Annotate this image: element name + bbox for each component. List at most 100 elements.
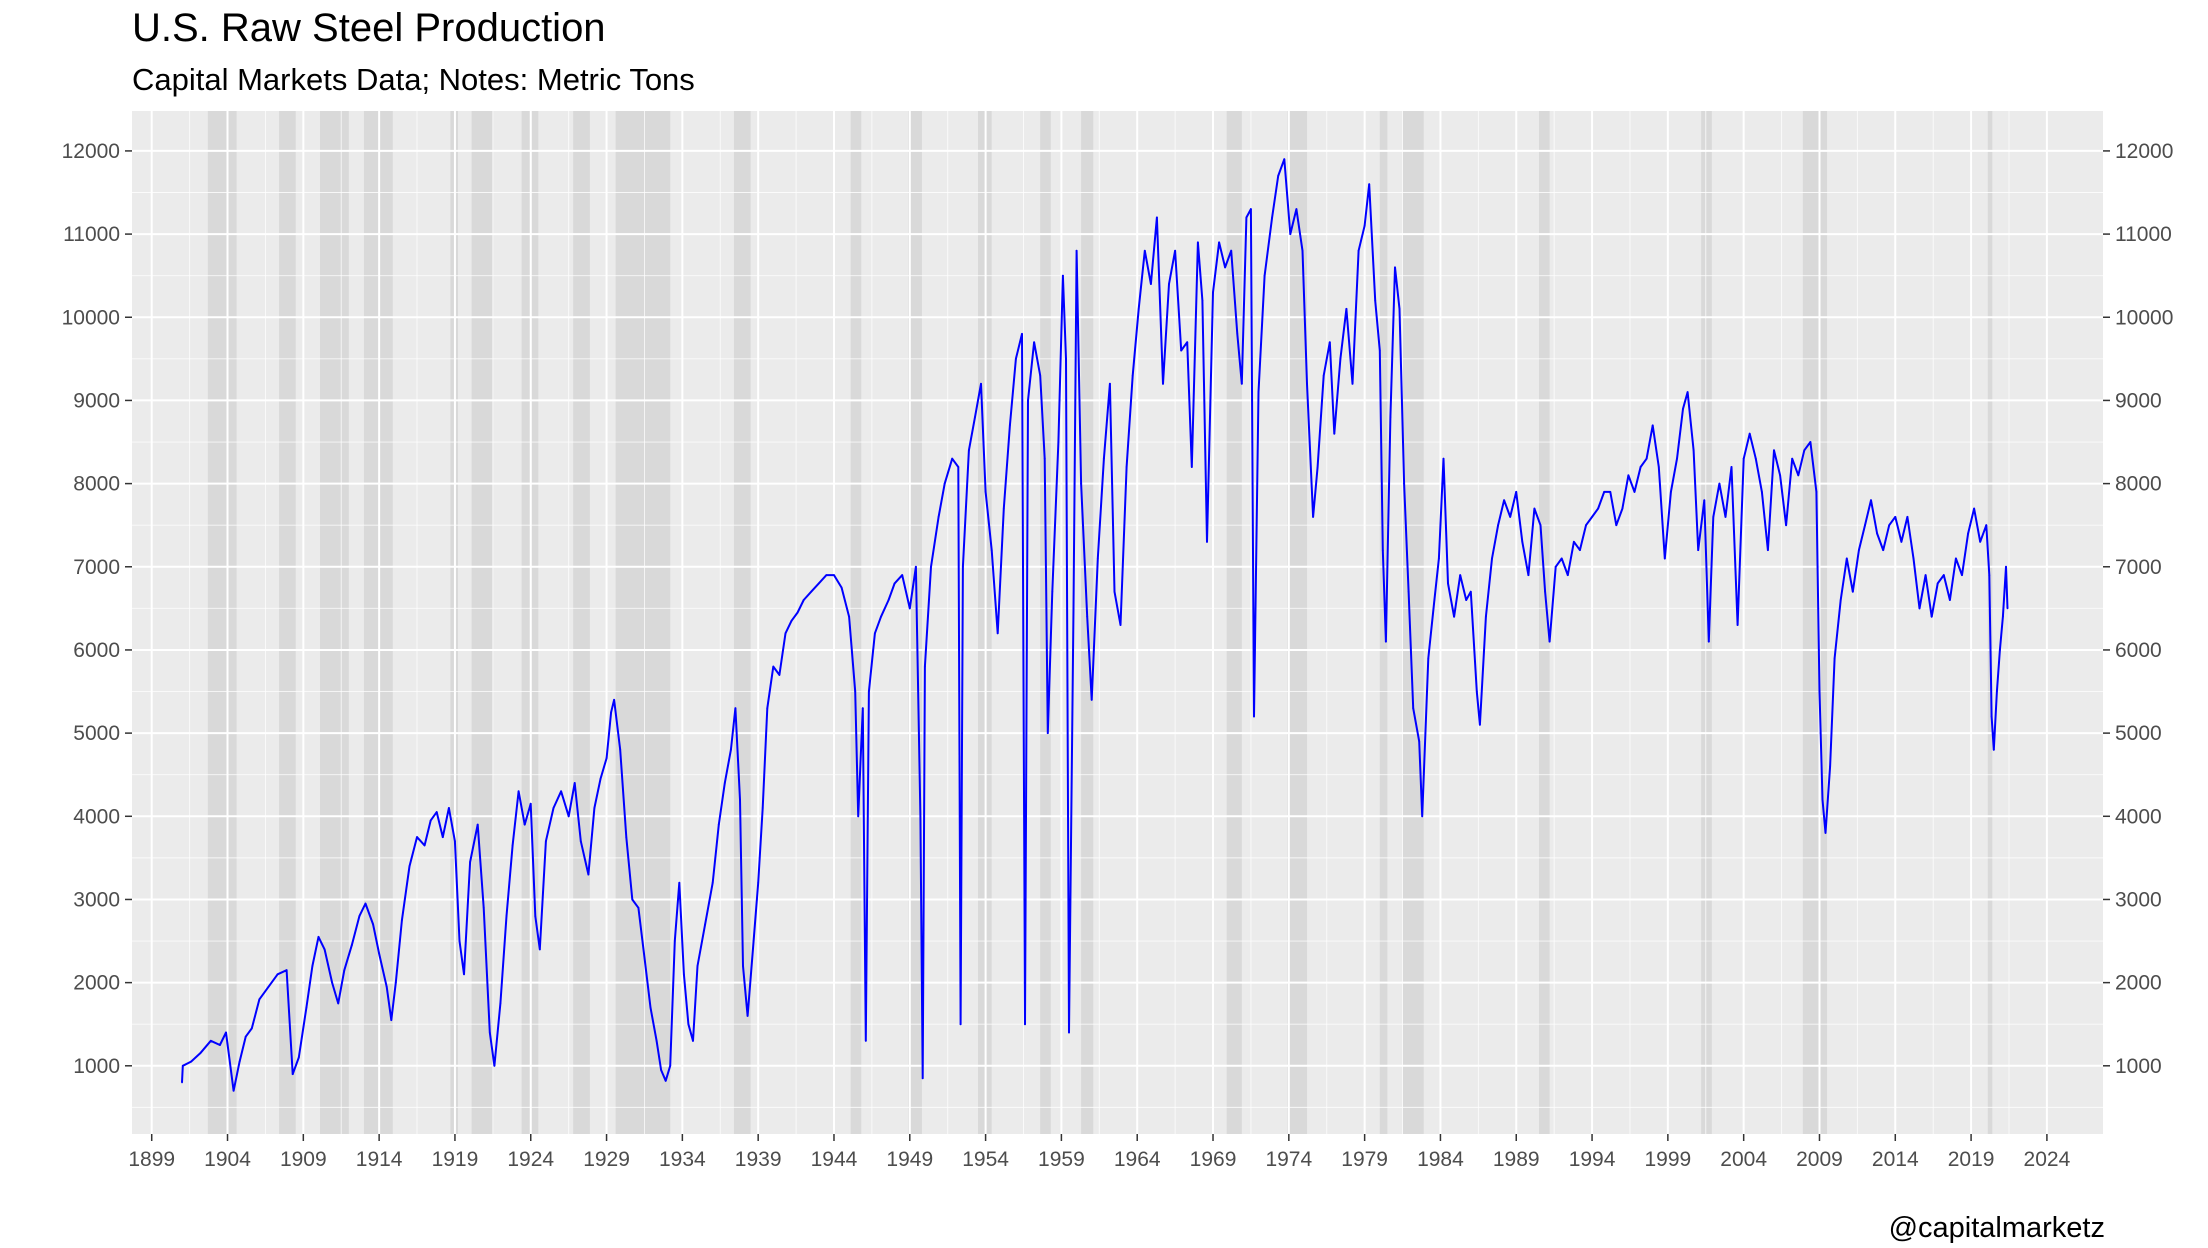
data-point <box>778 673 781 676</box>
x-tick-label: 1999 <box>1645 1148 1692 1171</box>
y-tick-label-right: 5000 <box>2115 722 2162 745</box>
data-point <box>1697 549 1700 552</box>
data-point <box>1224 266 1227 269</box>
data-point <box>772 665 775 668</box>
data-point <box>499 1002 502 1005</box>
data-point <box>605 757 608 759</box>
data-point <box>488 1031 491 1034</box>
data-point <box>358 915 361 917</box>
data-point <box>311 965 314 967</box>
data-point <box>390 1019 393 1021</box>
data-point <box>1174 249 1177 252</box>
recession-band <box>1538 111 1550 1134</box>
data-point <box>930 565 932 568</box>
data-point <box>1196 241 1199 244</box>
data-point <box>1548 640 1551 643</box>
data-point <box>1955 557 1957 560</box>
data-point <box>610 711 613 714</box>
data-point <box>1539 524 1542 527</box>
data-point <box>1682 407 1684 410</box>
data-point <box>1289 233 1292 235</box>
data-point <box>1942 574 1945 576</box>
data-point <box>854 690 857 693</box>
data-point <box>1509 515 1512 518</box>
data-point <box>423 844 426 847</box>
data-point <box>1521 540 1524 543</box>
data-point <box>1389 416 1392 418</box>
data-point <box>914 565 917 568</box>
data-point <box>267 985 270 988</box>
recession-band <box>1402 111 1424 1134</box>
data-point <box>796 611 799 614</box>
data-point <box>552 807 555 809</box>
data-point <box>1403 482 1405 485</box>
data-point <box>1818 690 1821 693</box>
data-point <box>1760 491 1763 493</box>
data-point <box>1051 590 1054 593</box>
data-point <box>857 815 860 818</box>
data-point <box>723 782 726 784</box>
data-point <box>1168 283 1170 285</box>
data-point <box>968 449 970 452</box>
data-point <box>1398 308 1401 310</box>
recession-band <box>1802 111 1828 1134</box>
data-point <box>937 515 940 518</box>
data-point <box>1206 540 1208 543</box>
data-point <box>1669 491 1672 493</box>
data-point <box>1442 457 1445 460</box>
data-point <box>1999 649 2001 651</box>
data-point <box>1236 332 1239 335</box>
data-point <box>1277 174 1280 177</box>
data-point <box>1560 557 1563 560</box>
data-point <box>482 906 485 909</box>
data-point <box>1609 491 1612 493</box>
recession-band <box>908 111 922 1134</box>
data-point <box>908 607 911 610</box>
recession-band <box>1226 111 1242 1134</box>
data-point <box>337 1002 340 1005</box>
data-point <box>317 935 320 938</box>
data-point <box>511 844 514 847</box>
minor-gridlines <box>132 111 2103 1134</box>
x-axis: 1899 1904 1909 1914 1919 1924 1929 1934 1939 1944… <box>128 1134 2071 1171</box>
data-point <box>619 748 622 751</box>
data-point <box>1421 815 1424 818</box>
data-point <box>655 1039 658 1042</box>
data-point <box>974 416 976 418</box>
data-point <box>1833 657 1836 660</box>
data-point <box>219 1044 221 1046</box>
data-point <box>1021 332 1023 335</box>
data-point <box>1253 715 1255 718</box>
data-point <box>1985 524 1988 527</box>
data-point <box>1062 274 1064 277</box>
data-point <box>1615 524 1618 527</box>
data-point <box>429 819 432 822</box>
y-tick-label-left: 2000 <box>73 972 120 995</box>
data-point <box>579 840 582 843</box>
y-axis-left: 1000 2000 3000 4000 5000 6000 7000 8000 9000 1000… <box>62 140 132 1078</box>
data-point <box>1363 224 1366 227</box>
data-point <box>258 998 261 1001</box>
data-point <box>476 823 479 826</box>
data-point <box>1676 457 1678 460</box>
data-point <box>1427 657 1430 660</box>
data-point <box>1075 249 1078 252</box>
data-point <box>517 790 520 793</box>
data-point <box>1263 274 1266 277</box>
x-tick-label: 1979 <box>1341 1148 1388 1171</box>
data-point <box>951 457 954 460</box>
data-point <box>1090 698 1093 701</box>
data-point <box>523 823 526 826</box>
data-point <box>1864 524 1866 527</box>
data-point <box>1027 399 1029 402</box>
data-point <box>649 1006 652 1009</box>
data-point <box>1271 216 1274 219</box>
data-point <box>1433 599 1436 601</box>
x-tick-label: 1984 <box>1417 1148 1464 1171</box>
data-point <box>1515 491 1518 493</box>
data-point <box>538 948 541 951</box>
recession-band <box>1040 111 1051 1134</box>
data-point <box>1703 499 1706 502</box>
data-point <box>1821 798 1824 801</box>
data-point <box>1137 308 1140 310</box>
